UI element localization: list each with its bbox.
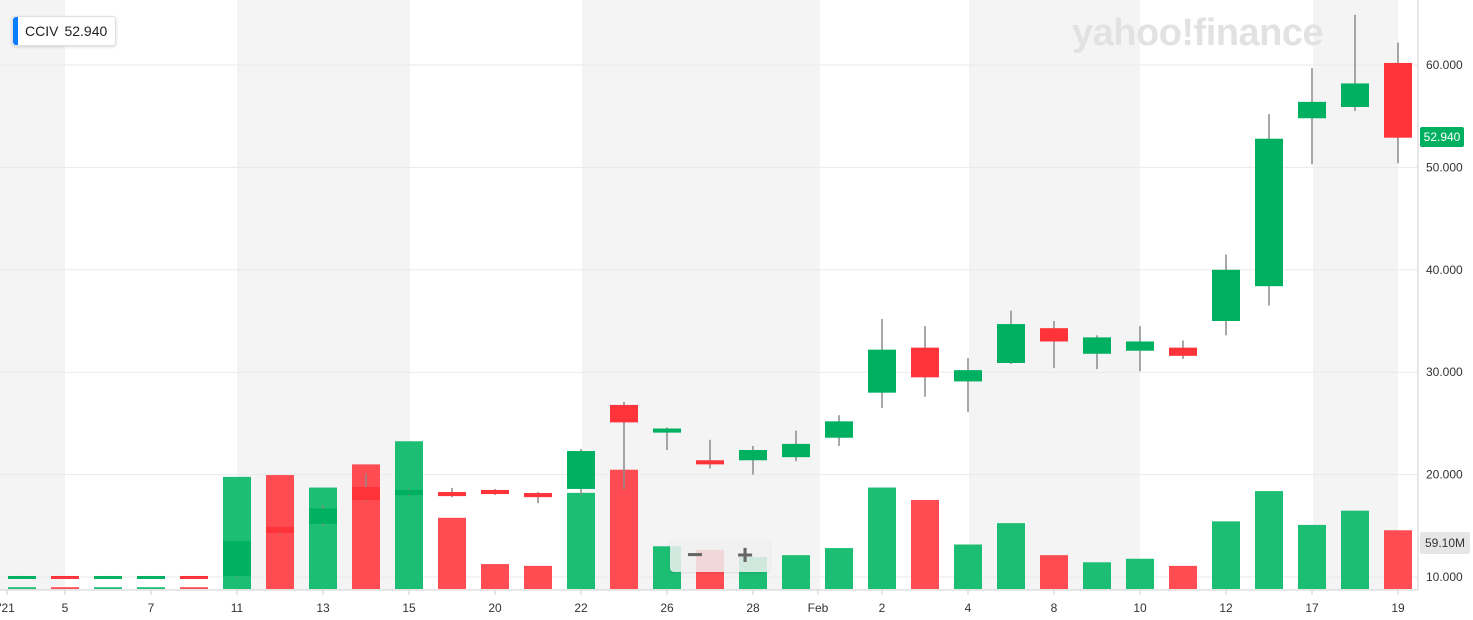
volume-bar	[524, 565, 552, 589]
volume-bar	[180, 587, 208, 589]
week-band	[0, 0, 65, 590]
x-tick-label: 17	[1305, 601, 1319, 615]
volume-bar	[1341, 510, 1369, 589]
candle-body	[524, 493, 552, 498]
volume-bar	[782, 555, 810, 589]
candle-body	[610, 404, 638, 423]
ticker-last-price: 52.940	[64, 23, 108, 39]
volume-bar	[954, 544, 982, 589]
candle-body	[1255, 138, 1283, 287]
volume-bar	[1384, 530, 1412, 589]
candle-body	[1212, 269, 1240, 321]
volume-bar	[51, 587, 79, 589]
yahoo-finance-logo: yahoo!finance	[1072, 12, 1324, 54]
volume-bar	[610, 469, 638, 589]
candle-body	[223, 541, 251, 576]
x-tick-label: 22	[574, 601, 588, 615]
candle-body	[1384, 62, 1412, 138]
x-tick-label: 11	[231, 601, 244, 615]
candle-body	[1126, 341, 1154, 351]
candle-body	[395, 489, 423, 496]
candle-body	[653, 428, 681, 433]
candle-body	[954, 370, 982, 382]
ticker-symbol: CCIV	[25, 23, 59, 39]
volume-bar	[868, 487, 896, 589]
volume-bar	[137, 587, 165, 589]
volume-bar	[911, 500, 939, 589]
y-tick-label: 20.000	[1426, 468, 1463, 482]
x-tick-label: 7	[148, 601, 155, 615]
volume-bar	[1126, 558, 1154, 589]
y-tick-label: 40.000	[1426, 263, 1463, 277]
candle-body	[1169, 347, 1197, 356]
volume-bar	[1212, 521, 1240, 589]
candle-body	[1341, 83, 1369, 107]
volume-bar	[825, 548, 853, 589]
y-tick-label: 10.000	[1426, 570, 1463, 584]
volume-bar	[481, 564, 509, 589]
zoom-controls: − +	[670, 538, 770, 572]
x-tick-label: 13	[316, 601, 330, 615]
x-tick-label: 4	[965, 601, 972, 615]
week-band	[969, 0, 1140, 590]
volume-tag: 59.10M	[1420, 532, 1470, 554]
volume-bar	[997, 523, 1025, 589]
candle-body	[911, 347, 939, 378]
volume-bar	[1040, 555, 1068, 589]
volume-bar	[8, 587, 36, 589]
last-price-tag: 52.940	[1420, 127, 1464, 147]
candle-body	[51, 575, 79, 579]
zoom-in-button[interactable]: +	[736, 539, 754, 570]
volume-bar	[395, 441, 423, 589]
x-tick-label: 10	[1133, 601, 1147, 615]
y-tick-label: 60.000	[1426, 58, 1463, 72]
volume-bar	[309, 487, 337, 589]
candle-body	[739, 450, 767, 461]
x-tick-label: 15	[402, 601, 416, 615]
candle-body	[309, 508, 337, 524]
candle-body	[1298, 101, 1326, 119]
candle-body	[997, 324, 1025, 363]
candle-body	[696, 460, 724, 465]
candle-body	[481, 489, 509, 495]
x-tick-label: '21	[0, 601, 15, 615]
candle-body	[94, 575, 122, 579]
y-tick-label: 50.000	[1426, 160, 1463, 174]
volume-bar	[567, 492, 595, 589]
x-tick-label: 12	[1219, 601, 1233, 615]
x-tick-label: 2	[879, 601, 886, 615]
candle-body	[266, 526, 294, 533]
x-tick-label: 19	[1391, 601, 1405, 615]
candle-body	[180, 575, 208, 579]
volume-bar	[1298, 524, 1326, 589]
candle-body	[352, 486, 380, 501]
volume-bar	[1255, 491, 1283, 589]
candle-body	[1083, 337, 1111, 354]
candle-body	[8, 575, 36, 579]
candle-body	[137, 575, 165, 579]
volume-bar	[1083, 562, 1111, 589]
x-tick-label: 20	[488, 601, 502, 615]
volume-bar	[1169, 565, 1197, 589]
volume-bar	[94, 587, 122, 589]
x-tick-label: Feb	[808, 601, 829, 615]
candle-body	[567, 451, 595, 489]
x-tick-label: 5	[62, 601, 69, 615]
x-tick-label: 26	[660, 601, 674, 615]
candle-body	[1040, 328, 1068, 342]
ticker-badge[interactable]: CCIV 52.940	[12, 16, 117, 46]
zoom-out-button[interactable]: −	[686, 539, 704, 570]
volume-bar	[438, 517, 466, 589]
candle-body	[438, 492, 466, 497]
x-tick-label: 8	[1051, 601, 1058, 615]
x-tick-label: 28	[746, 601, 760, 615]
ticker-accent	[13, 17, 18, 45]
candle-body	[782, 443, 810, 458]
candle-body	[868, 349, 896, 393]
candle-body	[825, 421, 853, 438]
y-tick-label: 30.000	[1426, 365, 1463, 379]
